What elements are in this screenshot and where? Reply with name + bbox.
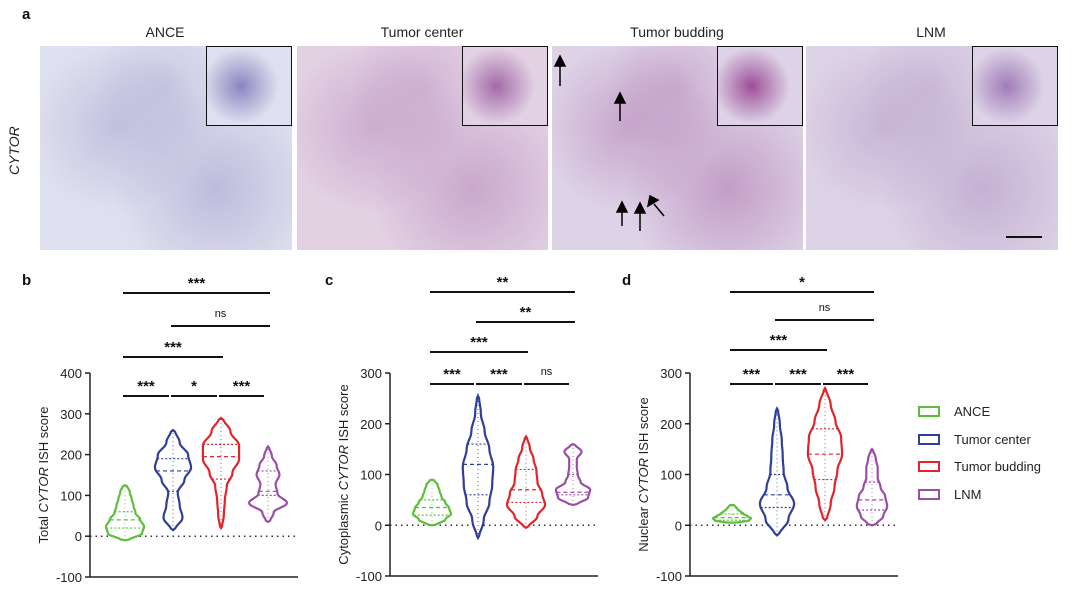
y-tick-label: -100 bbox=[356, 569, 382, 584]
legend-item-ance: ANCE bbox=[918, 398, 1041, 426]
legend-swatch bbox=[918, 433, 940, 445]
image-title-tumor-center: Tumor center bbox=[380, 24, 464, 40]
significance-label: *** bbox=[443, 366, 461, 383]
y-tick-label: 0 bbox=[375, 518, 382, 533]
y-label-italic: CYTOR bbox=[336, 445, 351, 490]
legend-label: Tumor center bbox=[954, 431, 1031, 447]
y-axis-label: Cytoplasmic CYTOR ISH score bbox=[336, 384, 351, 564]
panel-label-d: d bbox=[622, 272, 631, 289]
legend-item-lnm: LNM bbox=[918, 481, 1041, 509]
significance-label: * bbox=[191, 378, 197, 395]
violin-tumor-center bbox=[461, 392, 495, 541]
legend-swatch bbox=[918, 406, 940, 418]
significance-label: * bbox=[799, 274, 805, 291]
y-tick-label: 300 bbox=[660, 366, 682, 381]
micrograph-tumor-center bbox=[297, 46, 548, 250]
legend-item-tumor-budding: Tumor budding bbox=[918, 453, 1041, 481]
chart-b: b 400 300 200 100 0 -100 Total CYTOR ISH score *… bbox=[22, 272, 298, 585]
y-tick-label: 0 bbox=[75, 529, 82, 544]
violin-tumor-budding bbox=[201, 416, 241, 531]
legend-label: LNM bbox=[954, 486, 982, 502]
micrograph-tumor-budding bbox=[552, 46, 803, 250]
y-label-italic: CYTOR bbox=[636, 458, 651, 503]
inset-zoom bbox=[206, 46, 292, 126]
y-label-part: ISH score bbox=[636, 397, 651, 458]
panel-label-c: c bbox=[325, 272, 333, 289]
significance-label: *** bbox=[490, 366, 508, 383]
inset-zoom bbox=[717, 46, 803, 126]
y-label-part: ISH score bbox=[36, 406, 51, 467]
y-label-italic: CYTOR bbox=[36, 467, 51, 512]
significance-label: ns bbox=[215, 308, 227, 320]
y-tick-label: 200 bbox=[360, 417, 382, 432]
significance-label: *** bbox=[837, 366, 855, 383]
legend-item-tumor-center: Tumor center bbox=[918, 426, 1041, 454]
y-label-part: Nuclear bbox=[636, 503, 651, 551]
y-tick-label: 0 bbox=[675, 518, 682, 533]
significance-label: *** bbox=[743, 366, 761, 383]
y-label-part: ISH score bbox=[336, 384, 351, 445]
y-tick-label: -100 bbox=[56, 570, 82, 585]
violin-lnm bbox=[855, 447, 889, 527]
arrow-icons bbox=[553, 54, 665, 231]
scale-bar bbox=[1006, 236, 1042, 238]
violin-tumor-center bbox=[758, 405, 796, 537]
significance-label: *** bbox=[789, 366, 807, 383]
y-tick-label: 100 bbox=[360, 468, 382, 483]
panel-label-b: b bbox=[22, 272, 31, 289]
y-tick-label: 300 bbox=[60, 407, 82, 422]
inset-zoom bbox=[972, 46, 1058, 126]
y-tick-label: 100 bbox=[660, 468, 682, 483]
y-tick-label: 200 bbox=[660, 417, 682, 432]
significance-label: ** bbox=[497, 274, 509, 291]
legend-label: Tumor budding bbox=[954, 459, 1041, 475]
y-tick-label: 200 bbox=[60, 448, 82, 463]
violin-ance bbox=[411, 478, 453, 527]
significance-label: ns bbox=[541, 366, 553, 378]
chart-c: c 300 200 100 0 -100 Cytoplasmic CYTOR ISH sco… bbox=[325, 272, 598, 584]
significance-label: *** bbox=[233, 378, 251, 395]
violin-lnm bbox=[247, 444, 289, 524]
image-title-lnm: LNM bbox=[916, 24, 946, 40]
violin-tumor-center bbox=[153, 428, 193, 532]
violin-ance bbox=[104, 483, 146, 542]
legend-swatch bbox=[918, 461, 940, 473]
y-tick-label: 400 bbox=[60, 366, 82, 381]
y-tick-label: -100 bbox=[656, 569, 682, 584]
significance-label: *** bbox=[770, 332, 788, 349]
significance-label: ns bbox=[819, 302, 831, 314]
significance-label: *** bbox=[137, 378, 155, 395]
micrograph-lnm bbox=[806, 46, 1058, 250]
legend: ANCE Tumor center Tumor budding LNM bbox=[918, 398, 1041, 508]
inset-zoom bbox=[462, 46, 548, 126]
y-tick-label: 300 bbox=[360, 366, 382, 381]
significance-label: *** bbox=[164, 339, 182, 356]
violin-tumor-budding bbox=[505, 434, 547, 530]
image-title-ance: ANCE bbox=[145, 24, 185, 40]
legend-swatch bbox=[918, 488, 940, 500]
significance-label: ** bbox=[520, 304, 532, 321]
y-axis-label: Total CYTOR ISH score bbox=[36, 406, 51, 543]
panel-label-a: a bbox=[22, 6, 31, 23]
micrograph-ance bbox=[40, 46, 292, 250]
image-title-tumor-budding: Tumor budding bbox=[630, 24, 724, 40]
significance-label: *** bbox=[470, 334, 488, 351]
significance-label: *** bbox=[188, 275, 206, 292]
y-tick-label: 100 bbox=[60, 488, 82, 503]
y-label-part: Cytoplasmic bbox=[336, 490, 351, 564]
y-label-part: Total bbox=[36, 512, 51, 543]
legend-label: ANCE bbox=[954, 404, 991, 420]
y-axis-label: Nuclear CYTOR ISH score bbox=[636, 397, 651, 551]
